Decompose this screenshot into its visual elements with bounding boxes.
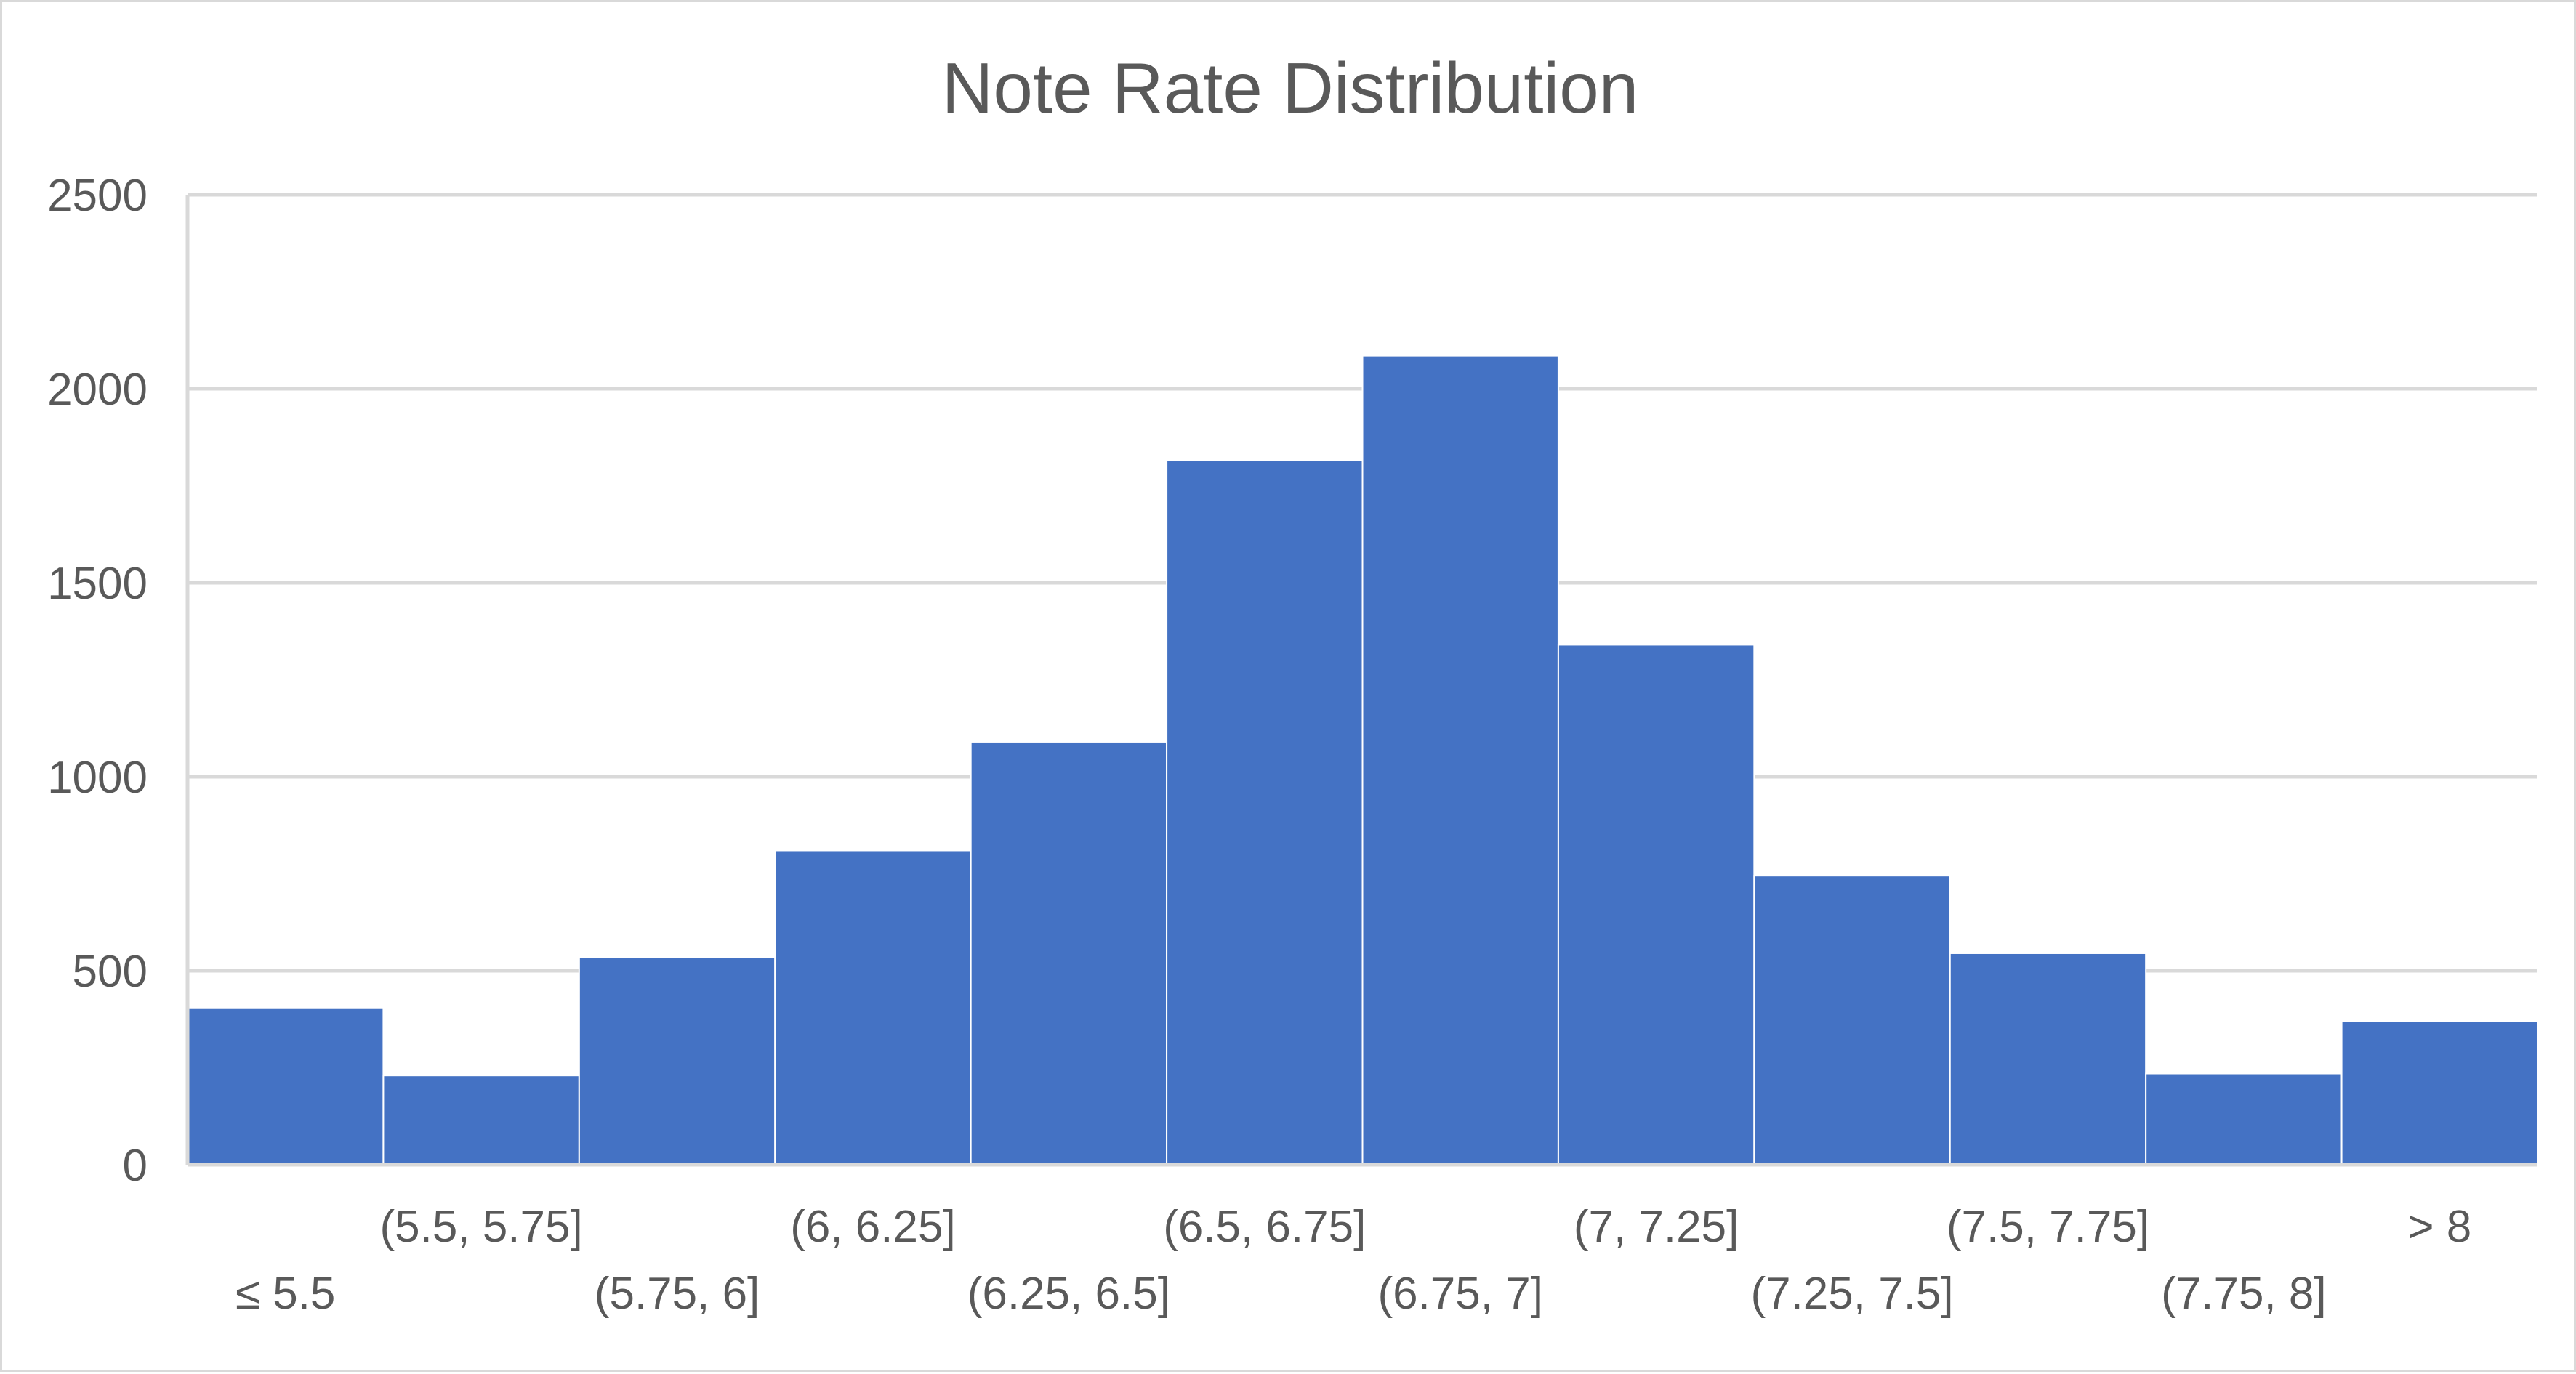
x-tick-label: (6.5, 6.75] [1163, 1202, 1366, 1252]
x-tick-label: (7.5, 7.75] [1947, 1202, 2149, 1252]
chart-title: Note Rate Distribution [942, 48, 1639, 128]
bar [187, 1006, 385, 1165]
bar [1166, 459, 1364, 1165]
bar [382, 1075, 580, 1166]
y-tick-label: 0 [123, 1141, 148, 1191]
x-tick-label: > 8 [2407, 1202, 2471, 1252]
x-tick-label: (6.25, 6.5] [967, 1269, 1170, 1319]
bar [1753, 875, 1951, 1166]
bar [578, 956, 776, 1166]
bar [1361, 355, 1559, 1165]
x-tick-label: (6.75, 7] [1377, 1269, 1542, 1319]
x-tick-label: (6, 6.25] [790, 1202, 955, 1252]
x-tick-label: ≤ 5.5 [236, 1269, 335, 1319]
y-axis-tick-labels: 0 500 1000 1500 2000 2500 [47, 171, 148, 1191]
x-tick-label: (5.75, 6] [595, 1269, 760, 1319]
x-tick-label: (7, 7.25] [1574, 1202, 1739, 1252]
x-tick-label: (7.25, 7.5] [1750, 1269, 1953, 1319]
y-tick-label: 2000 [47, 365, 148, 415]
x-tick-label: (7.75, 8] [2161, 1269, 2326, 1319]
y-tick-label: 1000 [47, 753, 148, 803]
bar [2340, 1020, 2538, 1166]
y-tick-label: 2500 [47, 171, 148, 221]
bar [970, 740, 1168, 1165]
x-tick-label: (5.5, 5.75] [380, 1202, 583, 1252]
axes [185, 195, 2537, 1167]
bar [1949, 952, 2147, 1165]
x-axis-tick-labels: ≤ 5.5 (5.5, 5.75](5.75, 6] (6, 6.25](6.25,… [236, 1202, 2471, 1319]
bar [774, 849, 972, 1165]
bar [2145, 1072, 2343, 1166]
y-tick-label: 1500 [47, 559, 148, 609]
y-tick-label: 500 [73, 947, 148, 997]
bars [187, 355, 2538, 1166]
bar [1557, 644, 1755, 1165]
